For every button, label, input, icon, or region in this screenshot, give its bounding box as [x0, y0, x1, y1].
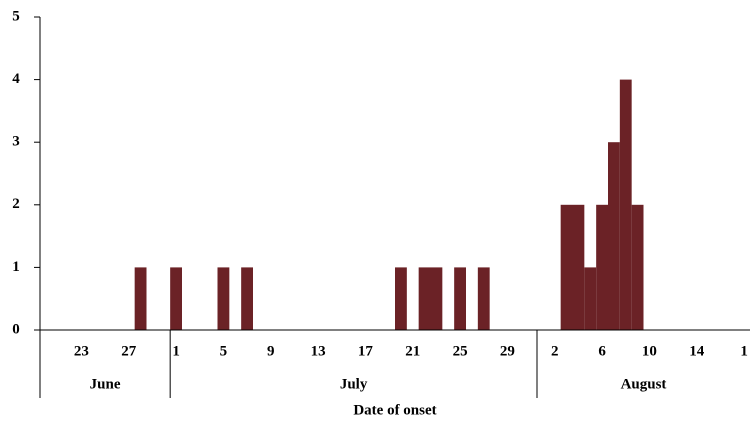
x-tick-label: 14 — [689, 343, 705, 359]
bar — [217, 267, 230, 330]
y-tick-label: 0 — [12, 321, 20, 337]
bar — [418, 267, 431, 330]
bar — [560, 204, 573, 330]
bar — [584, 267, 597, 330]
bar — [608, 142, 620, 330]
x-tick-label: 1 — [740, 343, 748, 359]
y-tick-label: 3 — [12, 134, 20, 150]
bar — [596, 204, 608, 330]
bar — [572, 204, 585, 330]
x-tick-label: 13 — [311, 343, 326, 359]
bar — [454, 267, 466, 330]
x-tick-label: 25 — [453, 343, 468, 359]
x-tick-label: 2 — [551, 343, 559, 359]
bar — [631, 204, 644, 330]
x-tick-label: 5 — [220, 343, 228, 359]
x-tick-label: 1 — [172, 343, 180, 359]
bar — [170, 267, 182, 330]
group-label: July — [340, 376, 368, 392]
bar — [477, 267, 490, 330]
bar — [430, 267, 443, 330]
bar — [241, 267, 253, 330]
group-label: June — [90, 376, 121, 392]
x-axis-title: Date of onset — [353, 402, 436, 418]
group-label: August — [621, 376, 667, 392]
x-tick-label: 17 — [358, 343, 374, 359]
bar — [395, 267, 407, 330]
x-tick-label: 10 — [642, 343, 657, 359]
y-tick-label: 2 — [12, 196, 20, 212]
x-tick-label: 27 — [121, 343, 137, 359]
x-tick-label: 29 — [500, 343, 515, 359]
bar — [134, 267, 147, 330]
bar — [619, 79, 632, 330]
x-tick-label: 6 — [598, 343, 606, 359]
x-tick-label: 23 — [74, 343, 89, 359]
y-tick-label: 1 — [12, 259, 20, 275]
y-tick-label: 5 — [12, 8, 20, 24]
x-tick-label: 21 — [405, 343, 420, 359]
x-tick-label: 9 — [267, 343, 275, 359]
y-tick-label: 4 — [12, 71, 20, 87]
